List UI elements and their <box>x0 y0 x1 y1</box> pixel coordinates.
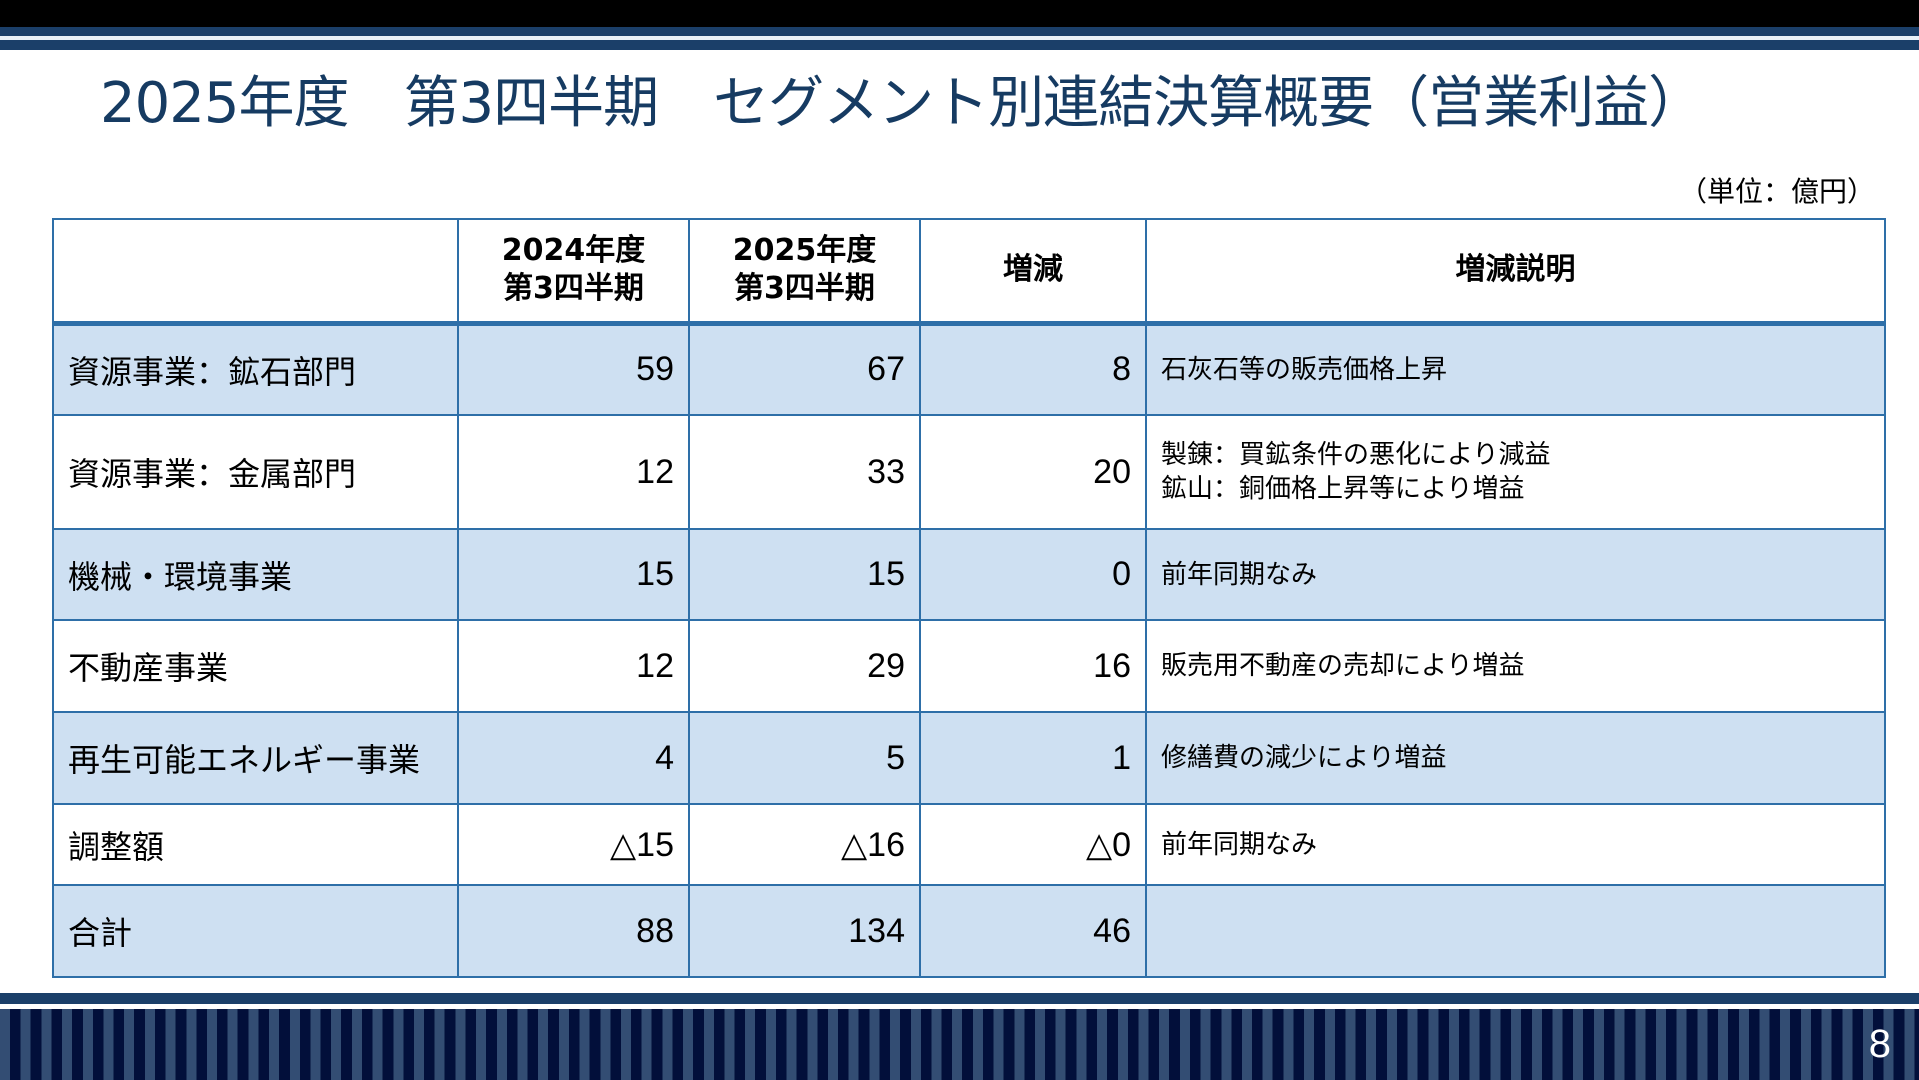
table-row: 資源事業：金属部門 12 33 20 製錬：買鉱条件の悪化により減益 鉱山：銅価… <box>52 414 1886 530</box>
change-explanation <box>1145 884 1886 978</box>
fy2024-q3-value: 15 <box>457 528 690 621</box>
unit-note: （単位：億円） <box>1678 175 1875 208</box>
fy2024-q3-value: △15 <box>457 803 690 886</box>
change-value: △0 <box>919 803 1147 886</box>
segment-name: 合計 <box>52 884 459 978</box>
segment-name: 再生可能エネルギー事業 <box>52 711 459 805</box>
table-row: 資源事業：鉱石部門 59 67 8 石灰石等の販売価格上昇 <box>52 322 1886 416</box>
segment-name: 資源事業：金属部門 <box>52 414 459 530</box>
top-band-gap <box>0 36 1919 40</box>
header-fy2024-q3: 2024年度 第3四半期 <box>457 218 690 326</box>
change-explanation: 前年同期なみ <box>1145 528 1886 621</box>
header-fy2025-q3: 2025年度 第3四半期 <box>688 218 921 326</box>
fy2025-q3-value: 29 <box>688 619 921 713</box>
table-row-total: 合計 88 134 46 <box>52 884 1886 978</box>
change-explanation: 販売用不動産の売却により増益 <box>1145 619 1886 713</box>
top-accent-band <box>0 27 1919 36</box>
fy2025-q3-value: 67 <box>688 322 921 416</box>
change-explanation: 製錬：買鉱条件の悪化により減益 鉱山：銅価格上昇等により増益 <box>1145 414 1886 530</box>
fy2024-q3-value: 88 <box>457 884 690 978</box>
fy2025-q3-value: 33 <box>688 414 921 530</box>
change-value: 0 <box>919 528 1147 621</box>
table-row: 調整額 △15 △16 △0 前年同期なみ <box>52 803 1886 886</box>
fy2024-q3-value: 12 <box>457 619 690 713</box>
table-row: 再生可能エネルギー事業 4 5 1 修繕費の減少により増益 <box>52 711 1886 805</box>
table-header-row: 2024年度 第3四半期 2025年度 第3四半期 増減 増減説明 <box>52 218 1886 326</box>
change-explanation: 前年同期なみ <box>1145 803 1886 886</box>
change-value: 46 <box>919 884 1147 978</box>
slide-title: 2025年度 第3四半期 セグメント別連結決算概要（営業利益） <box>100 71 1704 136</box>
table-row: 不動産事業 12 29 16 販売用不動産の売却により増益 <box>52 619 1886 713</box>
segment-name: 機械・環境事業 <box>52 528 459 621</box>
top-accent-band-2 <box>0 40 1919 50</box>
fy2024-q3-value: 12 <box>457 414 690 530</box>
bottom-band-gap <box>0 1004 1919 1009</box>
segment-name: 調整額 <box>52 803 459 886</box>
page-number: 8 <box>1868 1022 1891 1066</box>
footer-stripes <box>0 1009 1919 1080</box>
table-row: 機械・環境事業 15 15 0 前年同期なみ <box>52 528 1886 621</box>
fy2025-q3-value: 134 <box>688 884 921 978</box>
top-black-bar <box>0 0 1919 27</box>
header-change: 増減 <box>919 218 1147 326</box>
change-value: 20 <box>919 414 1147 530</box>
bottom-accent-band <box>0 993 1919 1004</box>
header-explanation: 増減説明 <box>1145 218 1886 326</box>
segment-operating-profit-table: 2024年度 第3四半期 2025年度 第3四半期 増減 増減説明 資源事業：鉱石部… <box>52 218 1886 978</box>
segment-name: 不動産事業 <box>52 619 459 713</box>
change-explanation: 修繕費の減少により増益 <box>1145 711 1886 805</box>
change-value: 8 <box>919 322 1147 416</box>
change-value: 1 <box>919 711 1147 805</box>
segment-name: 資源事業：鉱石部門 <box>52 322 459 416</box>
fy2024-q3-value: 4 <box>457 711 690 805</box>
header-segment <box>52 218 459 326</box>
fy2024-q3-value: 59 <box>457 322 690 416</box>
fy2025-q3-value: 15 <box>688 528 921 621</box>
fy2025-q3-value: △16 <box>688 803 921 886</box>
change-explanation: 石灰石等の販売価格上昇 <box>1145 322 1886 416</box>
change-value: 16 <box>919 619 1147 713</box>
fy2025-q3-value: 5 <box>688 711 921 805</box>
